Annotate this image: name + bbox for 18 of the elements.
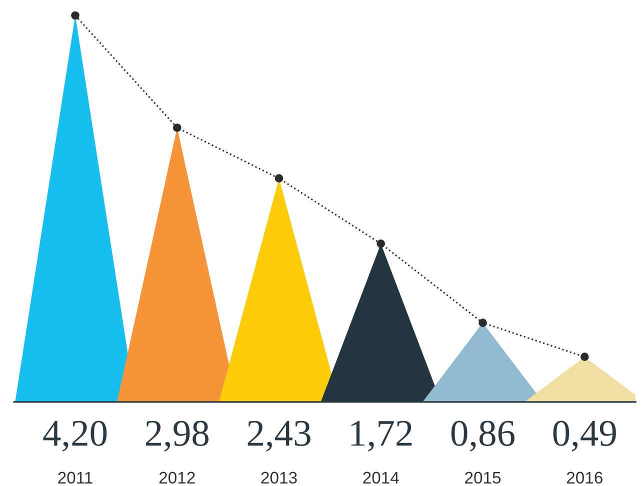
point [376,240,386,248]
data-label: 1,72 [351,420,412,452]
x-tick-label: 2015 [465,472,501,484]
data-label: 4,20 [43,420,107,452]
data-label: 2,98 [146,420,209,452]
point [71,11,80,20]
point [274,174,284,183]
data-label: 0,86 [451,420,514,452]
point [580,352,589,362]
x-tick-label: 2016 [566,472,602,484]
x-tick-label: 2013 [261,472,297,484]
data-label: 2,43 [248,420,310,452]
point [172,124,182,132]
x-tick-label: 2014 [363,472,399,484]
x-tick-label: 2011 [58,472,92,484]
x-tick-label: 2012 [159,472,195,484]
point [478,318,487,327]
data-label: 0,49 [553,420,616,452]
